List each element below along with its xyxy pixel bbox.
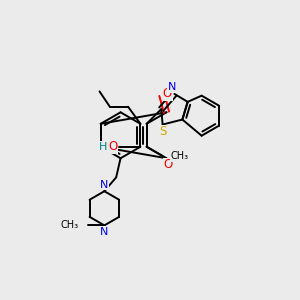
Text: CH₃: CH₃ <box>61 220 79 230</box>
Text: N: N <box>100 180 109 190</box>
Text: H: H <box>98 142 107 152</box>
Text: S: S <box>160 125 167 138</box>
Text: O: O <box>109 140 118 153</box>
Text: O: O <box>163 87 172 100</box>
Text: CH₃: CH₃ <box>170 151 188 161</box>
Text: N: N <box>168 82 176 92</box>
Text: N: N <box>100 227 109 237</box>
Text: O: O <box>163 158 172 171</box>
